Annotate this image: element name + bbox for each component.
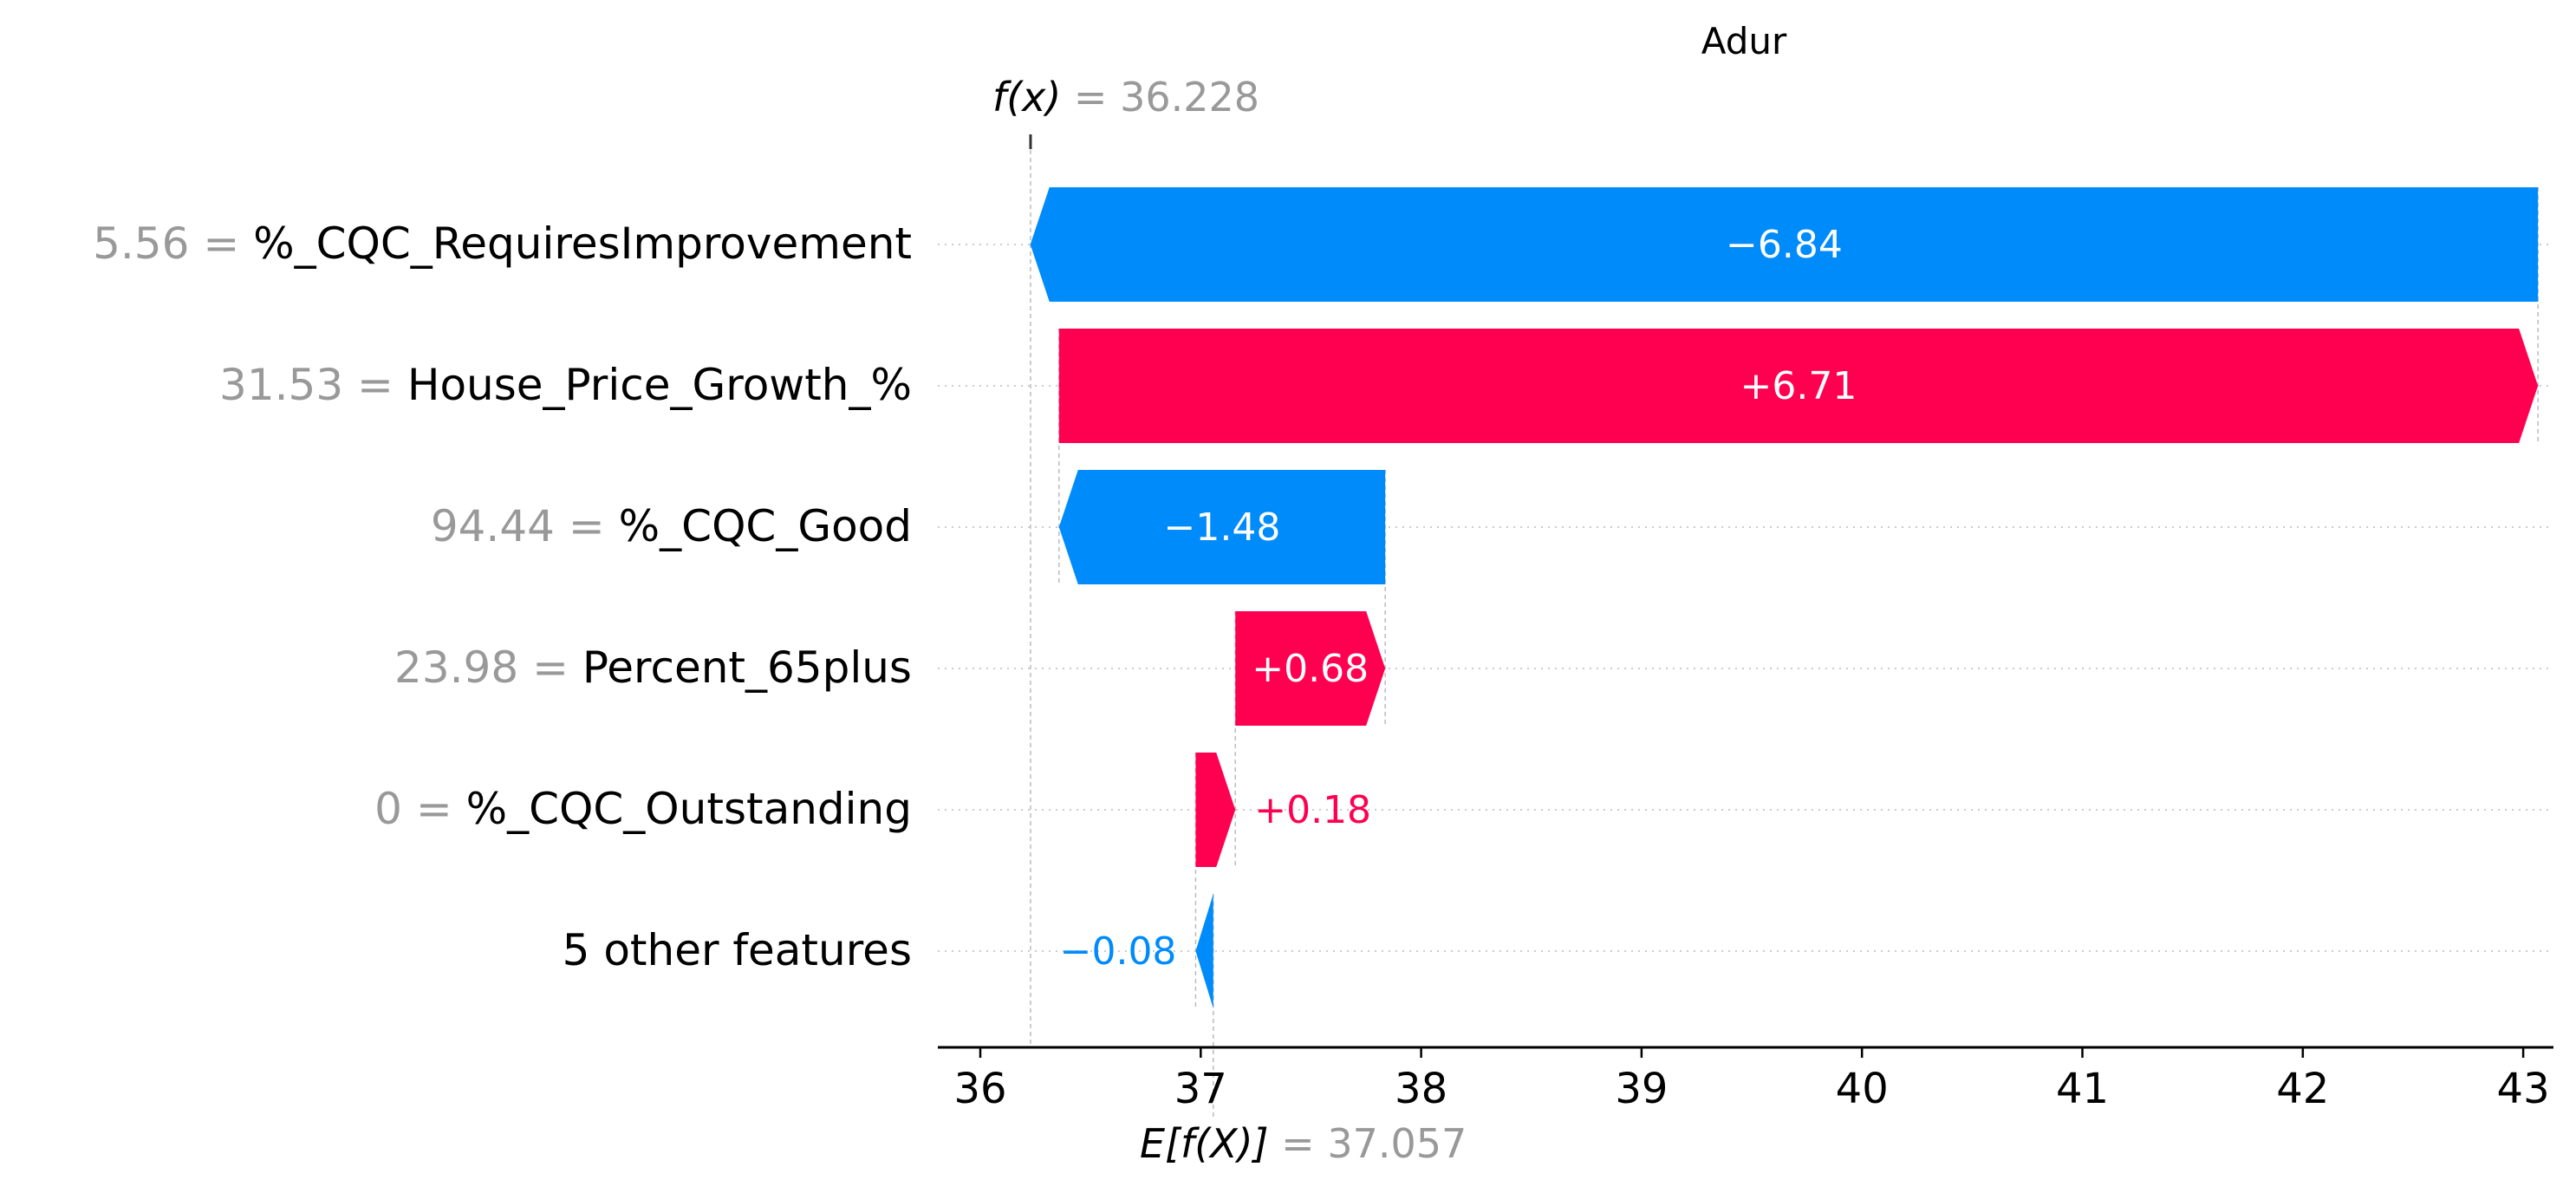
- feature-value: 0 =: [374, 784, 466, 834]
- efx-value: 37.057: [1327, 1120, 1467, 1167]
- x-tick-label: 41: [2056, 1065, 2109, 1113]
- fx-label: f(x): [992, 74, 1061, 121]
- x-axis: 36 37 38 39 40 41 42 43: [938, 1046, 2553, 1113]
- feature-name: 5 other features: [563, 925, 912, 975]
- bar-value-label: +0.18: [1254, 788, 1371, 832]
- bar-value-label: +0.68: [1252, 647, 1369, 691]
- x-tick-label: 43: [2497, 1065, 2550, 1113]
- feature-label: 31.53 = House_Price_Growth_%: [219, 360, 912, 410]
- feature-label: 94.44 = %_CQC_Good: [431, 501, 912, 551]
- chart-title: Adur: [1701, 20, 1787, 62]
- negative-bar: [1030, 187, 2539, 302]
- bar-value-label: −1.48: [1164, 505, 1281, 550]
- feature-labels: 5.56 = %_CQC_RequiresImprovement 31.53 = …: [93, 218, 912, 975]
- feature-name: Percent_65plus: [582, 642, 912, 693]
- efx-sep: =: [1269, 1120, 1328, 1167]
- positive-bar: [1058, 329, 2539, 443]
- efx-label: E[f(X)]: [1140, 1120, 1269, 1167]
- feature-value: 94.44 =: [431, 501, 619, 551]
- bar-labels: −6.84 +6.71 −1.48 +0.68 +0.18 −0.08: [1060, 223, 1857, 974]
- bar-value-label: −6.84: [1726, 223, 1843, 267]
- feature-name: %_CQC_Outstanding: [466, 784, 912, 834]
- bar-value-label: −0.08: [1060, 929, 1177, 974]
- feature-label: 0 = %_CQC_Outstanding: [374, 784, 912, 834]
- feature-name: %_CQC_RequiresImprovement: [253, 218, 912, 269]
- x-tick-label: 38: [1395, 1065, 1447, 1113]
- bar-value-label: +6.71: [1740, 364, 1857, 408]
- feature-label: 5.56 = %_CQC_RequiresImprovement: [93, 218, 912, 269]
- x-tick-label: 39: [1615, 1065, 1668, 1113]
- x-tick-label: 40: [1836, 1065, 1889, 1113]
- feature-value: 23.98 =: [394, 642, 582, 693]
- x-tick-label: 37: [1174, 1065, 1227, 1113]
- feature-name: House_Price_Growth_%: [407, 360, 912, 410]
- feature-label: 5 other features: [563, 925, 912, 975]
- positive-bar: [1235, 611, 1386, 726]
- feature-label: 23.98 = Percent_65plus: [394, 642, 912, 693]
- fx-annotation: f(x) = 36.228: [992, 74, 1259, 121]
- feature-value: 5.56 =: [93, 218, 253, 269]
- positive-bar: [1195, 753, 1236, 867]
- negative-bar: [1195, 894, 1213, 1008]
- fx-value: 36.228: [1120, 74, 1259, 121]
- bars: [1030, 187, 2539, 1008]
- negative-bar: [1058, 470, 1386, 584]
- efx-annotation: E[f(X)] = 37.057: [1140, 1120, 1467, 1167]
- x-tick-label: 42: [2276, 1065, 2329, 1113]
- feature-name: %_CQC_Good: [619, 501, 912, 551]
- feature-value: 31.53 =: [219, 360, 407, 410]
- x-tick-label: 36: [953, 1065, 1006, 1113]
- fx-sep: =: [1061, 74, 1120, 121]
